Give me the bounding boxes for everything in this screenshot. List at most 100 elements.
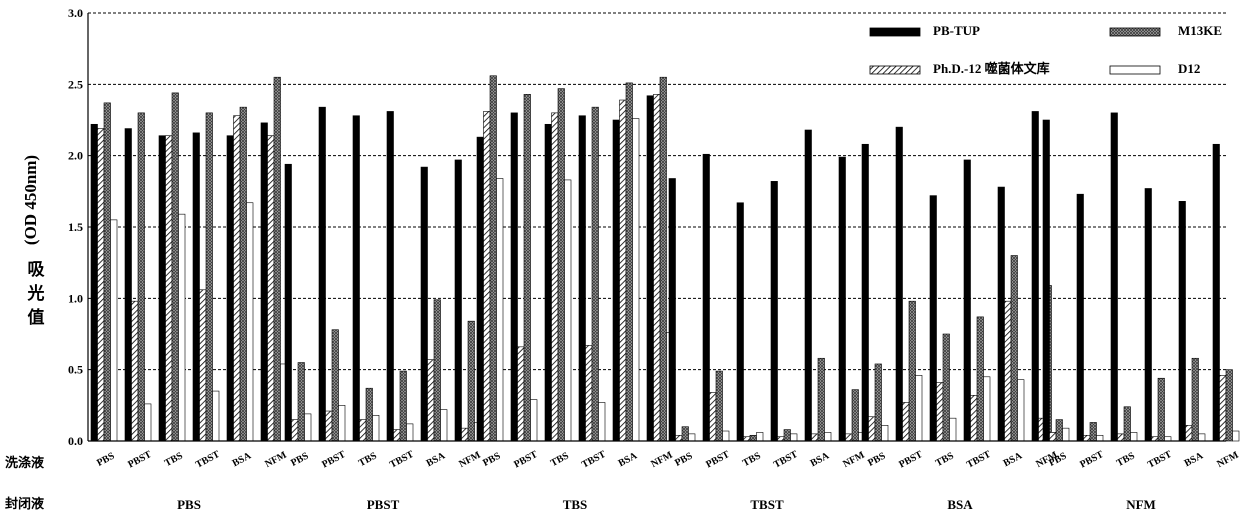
y-axis-label-char: 光 bbox=[27, 283, 45, 303]
bar bbox=[497, 178, 504, 441]
bar bbox=[875, 364, 882, 441]
category-label: NFM bbox=[1215, 449, 1240, 470]
bar bbox=[964, 160, 971, 441]
bar bbox=[91, 124, 98, 441]
category-label: TBST bbox=[965, 449, 993, 471]
bar bbox=[441, 410, 448, 441]
row-label-block: 封闭液 bbox=[5, 496, 44, 511]
legend-swatch bbox=[870, 66, 920, 74]
bar bbox=[339, 405, 346, 441]
bar bbox=[1220, 375, 1227, 441]
bar bbox=[490, 76, 497, 441]
legend-swatch bbox=[1110, 28, 1160, 36]
bar bbox=[744, 437, 751, 441]
bar bbox=[839, 157, 846, 441]
y-tick-label: 0.5 bbox=[68, 363, 83, 377]
bar bbox=[172, 93, 179, 441]
bar bbox=[193, 133, 200, 441]
bar bbox=[159, 136, 166, 441]
category-label: BSA bbox=[231, 450, 254, 469]
bar bbox=[1179, 201, 1186, 441]
bar bbox=[862, 144, 869, 441]
bar bbox=[1018, 380, 1025, 441]
bar bbox=[703, 154, 710, 441]
bar bbox=[676, 435, 683, 441]
bar bbox=[125, 129, 132, 441]
bar bbox=[869, 417, 876, 441]
bar bbox=[366, 388, 373, 441]
bar bbox=[984, 377, 991, 441]
bar bbox=[292, 420, 299, 441]
bar bbox=[468, 321, 475, 441]
bar bbox=[1186, 425, 1193, 441]
category-label: TBST bbox=[1146, 449, 1174, 471]
y-tick-label: 1.5 bbox=[68, 220, 83, 234]
bar bbox=[998, 187, 1005, 441]
bar bbox=[1111, 113, 1118, 441]
bar bbox=[896, 127, 903, 441]
bar bbox=[778, 437, 785, 441]
bar bbox=[213, 391, 220, 441]
bar bbox=[1005, 301, 1012, 441]
category-label: TBS bbox=[1115, 450, 1137, 469]
bar bbox=[353, 116, 360, 441]
bar bbox=[723, 431, 730, 441]
category-label: NFM bbox=[841, 449, 867, 470]
category-label: PBS bbox=[673, 450, 695, 469]
bar bbox=[558, 89, 565, 441]
bar bbox=[909, 301, 916, 441]
bar bbox=[111, 220, 118, 441]
bar bbox=[98, 129, 105, 441]
bar bbox=[1043, 120, 1050, 441]
y-tick-label: 3.0 bbox=[68, 6, 83, 20]
bar bbox=[1084, 435, 1091, 441]
bar bbox=[434, 300, 441, 441]
bar bbox=[565, 180, 572, 441]
bar bbox=[971, 395, 978, 441]
bar bbox=[613, 120, 620, 441]
category-label: PBST bbox=[1078, 449, 1106, 471]
bar bbox=[268, 136, 275, 441]
bar bbox=[319, 107, 326, 441]
bar bbox=[654, 94, 661, 441]
bar bbox=[179, 214, 186, 441]
legend-label: M13KE bbox=[1178, 23, 1222, 38]
row-label-wash: 洗涤液 bbox=[5, 455, 44, 470]
bar bbox=[784, 430, 791, 441]
category-label: TBST bbox=[388, 449, 416, 471]
bar bbox=[791, 434, 798, 441]
category-label: NFM bbox=[263, 449, 289, 470]
category-label: TBST bbox=[194, 449, 222, 471]
bar bbox=[1165, 437, 1172, 441]
category-label: TBS bbox=[549, 450, 571, 469]
category-label: PBS bbox=[481, 450, 503, 469]
bar bbox=[916, 375, 923, 441]
bar bbox=[518, 347, 525, 441]
bar bbox=[145, 404, 152, 441]
bar bbox=[852, 390, 859, 441]
bar bbox=[477, 137, 484, 441]
bar bbox=[882, 425, 889, 441]
category-label: TBS bbox=[163, 450, 185, 469]
bar bbox=[812, 434, 819, 441]
y-axis-label-char: 吸 bbox=[28, 260, 46, 279]
category-label: BSA bbox=[1002, 450, 1025, 469]
legend-label: PB-TUP bbox=[933, 23, 980, 38]
bar bbox=[737, 203, 744, 441]
bar bbox=[138, 113, 145, 441]
y-axis-label-char: 值 bbox=[28, 307, 45, 327]
bar bbox=[104, 103, 111, 441]
bar bbox=[373, 415, 380, 441]
bar bbox=[633, 119, 640, 441]
bars-layer bbox=[91, 76, 1239, 441]
bar bbox=[524, 94, 531, 441]
category-label: TBST bbox=[580, 449, 608, 471]
bar bbox=[511, 113, 518, 441]
bar bbox=[387, 111, 394, 441]
bar bbox=[326, 411, 333, 441]
category-label: PBST bbox=[897, 449, 925, 471]
bar bbox=[234, 116, 241, 441]
bar bbox=[1056, 420, 1063, 441]
